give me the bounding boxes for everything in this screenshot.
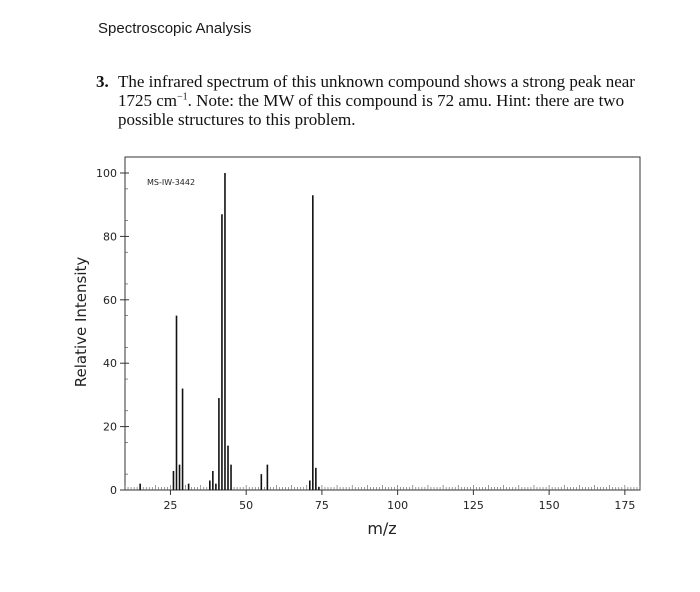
question-text-part1: The infrared spectrum of this unknown co… — [118, 72, 635, 110]
section-title: Spectroscopic Analysis — [98, 20, 252, 37]
x-tick-label: 125 — [463, 499, 484, 512]
y-tick-label: 0 — [110, 484, 117, 497]
x-axis: 25 50 75 100 125 150 175 — [163, 490, 635, 512]
x-tick-label: 175 — [614, 499, 635, 512]
x-axis-label: m/z — [367, 519, 396, 538]
y-tick-label: 60 — [103, 294, 117, 307]
x-tick-label: 25 — [163, 499, 177, 512]
x-tick-label: 100 — [387, 499, 408, 512]
question-text: 3. The infrared spectrum of this unknown… — [96, 72, 656, 129]
y-axis: 0 20 40 60 80 100 — [96, 167, 129, 497]
minor-ticks — [124, 485, 641, 490]
y-tick-label: 80 — [103, 230, 117, 243]
x-tick-label: 150 — [539, 499, 560, 512]
y-tick-label: 20 — [103, 421, 117, 434]
y-axis-label: Relative Intensity — [72, 257, 90, 388]
question-text-part2: . Note: the MW of this compound is 72 am… — [118, 91, 625, 129]
question-superscript: −1 — [177, 91, 188, 103]
question-number: 3. — [96, 72, 109, 91]
y-tick-label: 100 — [96, 167, 117, 180]
question-body: The infrared spectrum of this unknown co… — [118, 72, 656, 129]
y-tick-label: 40 — [103, 357, 117, 370]
spectrum-annotation: MS-IW-3442 — [147, 178, 195, 187]
peaks — [139, 173, 320, 490]
x-tick-label: 75 — [315, 499, 329, 512]
plot-frame — [124, 156, 641, 491]
x-tick-label: 50 — [239, 499, 253, 512]
